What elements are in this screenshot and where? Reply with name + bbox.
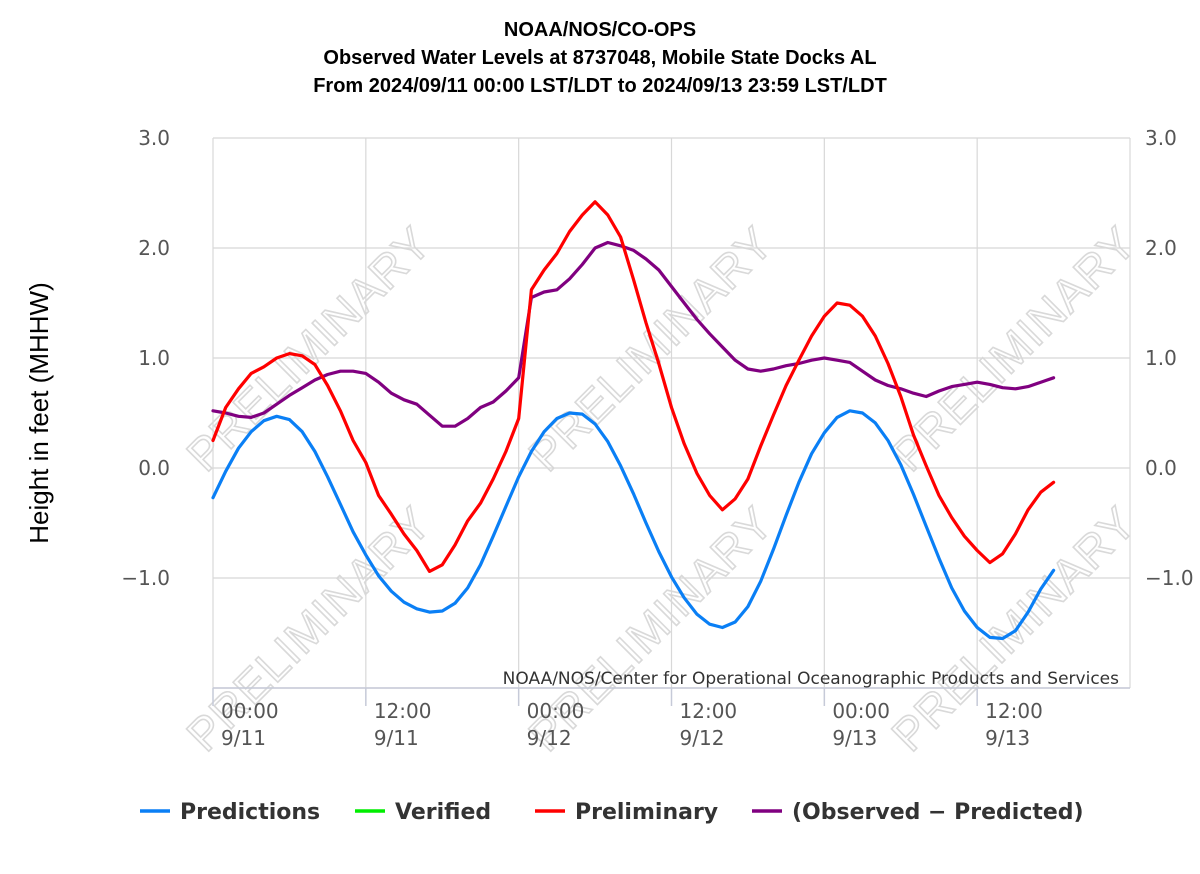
x-tick-date: 9/11 (221, 726, 266, 750)
y-tick-label-left: 1.0 (138, 346, 170, 370)
x-tick-time: 00:00 (221, 699, 279, 723)
x-tick-date: 9/13 (985, 726, 1030, 750)
legend-label-preliminary: Preliminary (575, 800, 718, 825)
series-line-observed-predicted (211, 240, 1056, 428)
y-tick-label-right: 0.0 (1145, 456, 1177, 480)
y-tick-label-left: 2.0 (138, 236, 170, 260)
chart-title-block: NOAA/NOS/CO-OPS Observed Water Levels at… (313, 19, 887, 97)
credit-text: NOAA/NOS/Center for Operational Oceanogr… (503, 669, 1119, 689)
x-tick-date: 9/12 (527, 726, 572, 750)
x-tick-time: 12:00 (374, 699, 432, 723)
x-tick-date: 9/13 (832, 726, 877, 750)
watermark-text: PRELIMINARY (881, 216, 1145, 480)
chart-title-line-1: NOAA/NOS/CO-OPS (504, 19, 696, 41)
y-tick-label-right: 2.0 (1145, 236, 1177, 260)
x-tick-time: 12:00 (985, 699, 1043, 723)
legend-label-predictions: Predictions (180, 800, 320, 825)
legend-label-observed-predicted: (Observed − Predicted) (792, 800, 1084, 825)
x-tick-date: 9/12 (680, 726, 725, 750)
y-tick-label-left: 3.0 (138, 126, 170, 150)
chart-title-line-3: From 2024/09/11 00:00 LST/LDT to 2024/09… (313, 75, 887, 97)
series-lines (211, 200, 1056, 641)
y-axis-label: Height in feet (MHHW) (24, 282, 54, 544)
x-axis-ticks: 00:00 9/11 12:00 9/11 00:00 9/12 12:00 9/12 00:0… (212, 688, 1043, 750)
y-axis-ticks: 3.0 3.0 2.0 2.0 1.0 1.0 0.0 0.0 −1.0 −1.0 (121, 126, 1193, 590)
chart-title-line-2: Observed Water Levels at 8737048, Mobile… (323, 47, 876, 69)
watermark-text: PRELIMINARY (518, 216, 782, 480)
y-tick-label-right: 3.0 (1145, 126, 1177, 150)
x-tick-date: 9/11 (374, 726, 419, 750)
x-tick-time: 12:00 (680, 699, 738, 723)
y-tick-label-right: −1.0 (1145, 566, 1194, 590)
legend-label-verified: Verified (395, 800, 491, 825)
x-tick-time: 00:00 (527, 699, 585, 723)
legend: Predictions Verified Preliminary (Observed … (140, 800, 1084, 825)
series-line-predictions (211, 409, 1056, 641)
gridlines (212, 137, 1131, 689)
x-tick-time: 00:00 (832, 699, 890, 723)
y-tick-label-left: 0.0 (138, 456, 170, 480)
series-line-preliminary (211, 200, 1056, 573)
y-tick-label-right: 1.0 (1145, 346, 1177, 370)
y-tick-label-left: −1.0 (121, 566, 170, 590)
